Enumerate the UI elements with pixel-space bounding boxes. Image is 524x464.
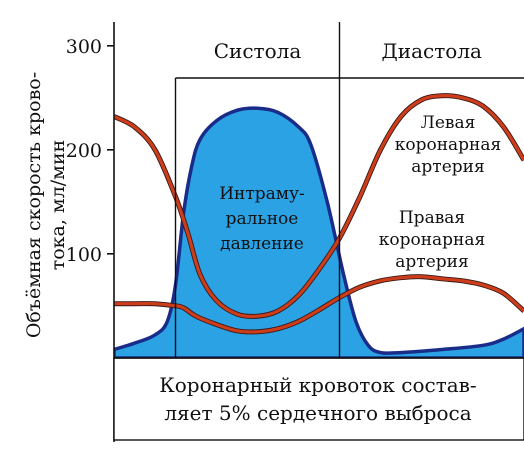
region-label-line-3: давление bbox=[220, 234, 304, 254]
left-label-line-3: артерия bbox=[411, 157, 484, 177]
y-axis-label: Объёмная скорость крово- тока, мл/мин bbox=[23, 72, 69, 338]
left-label-line-2: коронарная bbox=[395, 135, 502, 155]
y-tick-label-100: 100 bbox=[66, 244, 102, 266]
right-coronary-label: Правая коронарная артерия bbox=[379, 208, 486, 272]
plot-area bbox=[114, 93, 524, 358]
left-coronary-line bbox=[114, 94, 524, 319]
y-tick-label-300: 300 bbox=[66, 36, 102, 58]
y-tick-label-200: 200 bbox=[66, 140, 102, 162]
left-coronary-label: Левая коронарная артерия bbox=[395, 113, 502, 177]
caption-box bbox=[113, 357, 524, 441]
y-axis-label-line-2: тока, мл/мин bbox=[47, 140, 69, 271]
caption-line-1: Коронарный кровоток состав- bbox=[159, 373, 476, 397]
phase-label-systole: Систола bbox=[214, 39, 302, 63]
phase-label-diastole: Диастола bbox=[382, 39, 483, 63]
intramural-pressure-label: Интраму- ральное давление bbox=[219, 184, 305, 254]
caption-line-2: ляет 5% сердечного выброса bbox=[164, 401, 471, 425]
right-label-line-1: Правая bbox=[399, 208, 465, 228]
left-label-line-1: Левая bbox=[421, 113, 476, 133]
region-label-line-1: Интраму- bbox=[219, 184, 305, 204]
right-label-line-3: артерия bbox=[395, 252, 468, 272]
y-ticks: 100 200 300 bbox=[66, 36, 114, 266]
region-label-line-2: ральное bbox=[226, 209, 299, 229]
y-axis-label-line-1: Объёмная скорость крово- bbox=[23, 72, 45, 338]
right-label-line-2: коронарная bbox=[379, 230, 486, 250]
right-coronary-line bbox=[114, 275, 524, 334]
